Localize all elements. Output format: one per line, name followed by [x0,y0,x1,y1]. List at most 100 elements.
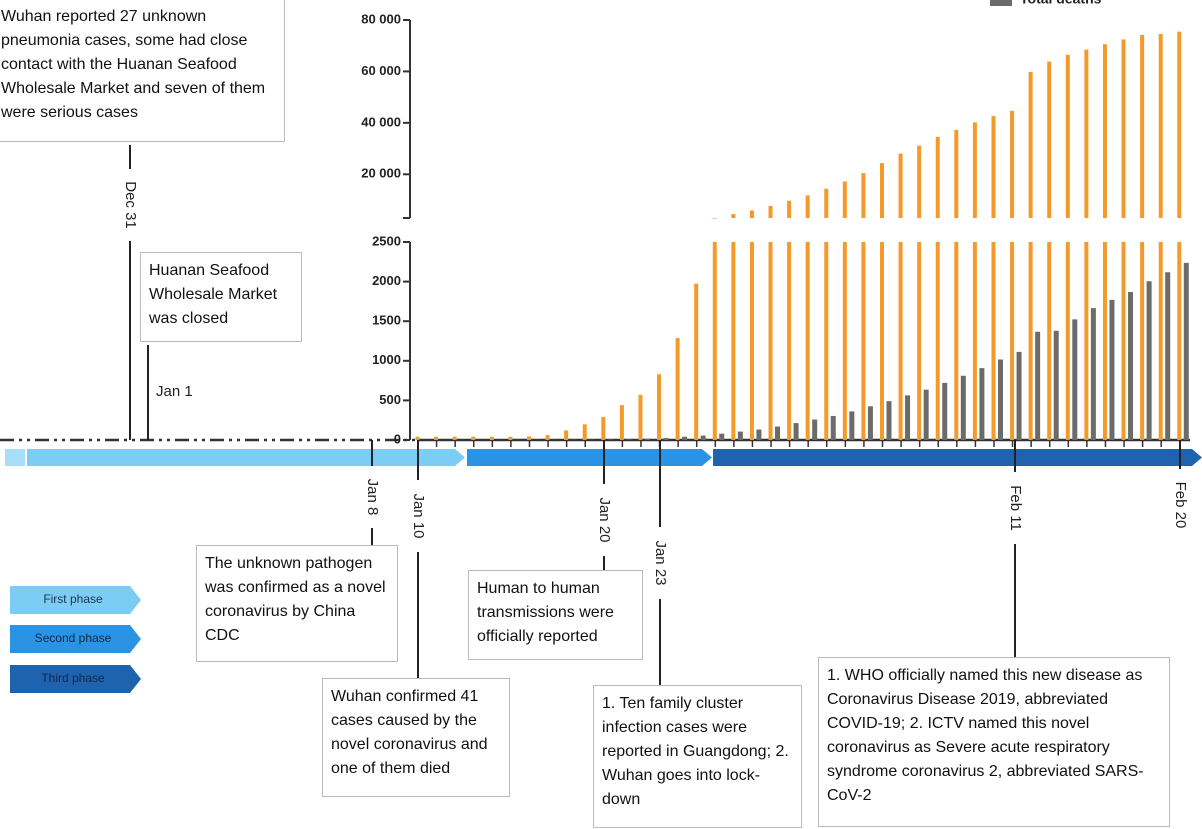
bar [756,429,762,440]
event-date: Jan 8 [364,479,381,516]
bar [997,359,1003,440]
bar [793,423,799,440]
bar [1084,49,1089,440]
y-tick-label: 0 [394,431,401,446]
bar [972,122,977,441]
bar [1090,308,1096,440]
bar [682,436,688,440]
bar [712,218,717,440]
bar [1028,71,1033,441]
bar [1165,272,1171,440]
bar [1010,110,1015,441]
bar [861,173,866,440]
event-box: Wuhan confirmed 41 cases caused by the n… [322,678,510,797]
bar [830,415,836,440]
bar [737,431,743,440]
bar [638,394,643,440]
phase-legend-label: First phase [43,592,103,606]
y-tick-label: 60 000 [361,63,401,78]
bar [1072,319,1078,440]
bar [775,426,781,440]
bar [917,145,922,440]
bar [489,436,494,440]
bar [1053,330,1059,440]
bar [805,195,810,440]
event-box: Wuhan reported 27 unknown pneumonia case… [0,0,285,142]
bar [1047,61,1052,440]
bar [694,283,699,440]
event-box: The unknown pathogen was confirmed as a … [196,545,398,662]
bar [657,374,662,440]
bar [1016,351,1022,440]
bar [954,130,959,440]
bar [700,435,706,440]
bar [979,368,985,440]
phase-legend-arrow [10,586,141,614]
phase-band [713,449,1202,466]
event-box: 1. Ten family cluster infection cases we… [593,685,802,828]
bar [842,181,847,441]
bar [582,424,587,440]
y-tick-label: 2000 [372,273,401,288]
bar [644,438,650,440]
bar [619,405,624,440]
bar [935,136,940,440]
bar [663,438,669,440]
bar [923,389,929,440]
bar [1065,54,1070,440]
bar [508,436,513,440]
y-tick-label: 80 000 [361,11,401,26]
event-date: Dec 31 [122,181,139,229]
phase-legend-label: Third phase [41,671,105,685]
event-box: 1. WHO officially named this new disease… [818,657,1170,827]
bar [1102,44,1107,440]
event-date: Jan 23 [652,540,669,585]
bar [1140,34,1145,441]
bar [626,439,632,440]
bar [880,163,884,440]
event-date: Jan 20 [596,497,613,542]
bar [787,200,792,440]
bar [545,435,550,440]
event-date: Feb 11 [1007,485,1024,531]
y-tick-label: 20 000 [361,166,401,181]
bar [1035,331,1041,440]
y-tick-label: 40 000 [361,114,401,129]
bar [719,433,725,440]
bar [415,436,420,440]
bar [898,153,903,440]
event-date: Jan 10 [410,493,427,538]
bar [601,416,606,440]
bar [1128,292,1134,440]
bar [434,436,439,440]
phase-band [27,449,465,466]
legend-swatch [990,0,1012,6]
event-box: Huanan Seafood Wholesale Market was clos… [140,252,302,342]
legend-label: Total deaths [1020,0,1102,7]
bar [886,401,892,440]
y-tick-label: 2500 [372,233,401,248]
bar [675,338,680,440]
y-tick-label: 1000 [372,352,401,367]
bar [867,406,873,440]
bar [749,210,754,440]
bar [452,436,457,440]
bar [731,214,736,440]
bar [471,436,476,440]
phase-legend-label: Second phase [35,631,112,645]
phase-band [467,449,712,466]
y-tick-label: 1500 [372,313,401,328]
phase-legend-arrow [10,625,141,653]
event-date: Feb 20 [1172,482,1189,529]
bar [824,188,829,440]
event-date: Jan 1 [156,383,193,400]
y-tick-label: 500 [379,392,401,407]
bar [849,411,855,440]
bar [960,375,966,440]
bar [526,436,531,440]
bar [1146,281,1152,440]
bar [905,395,911,440]
phase-legend-arrow [10,665,141,693]
